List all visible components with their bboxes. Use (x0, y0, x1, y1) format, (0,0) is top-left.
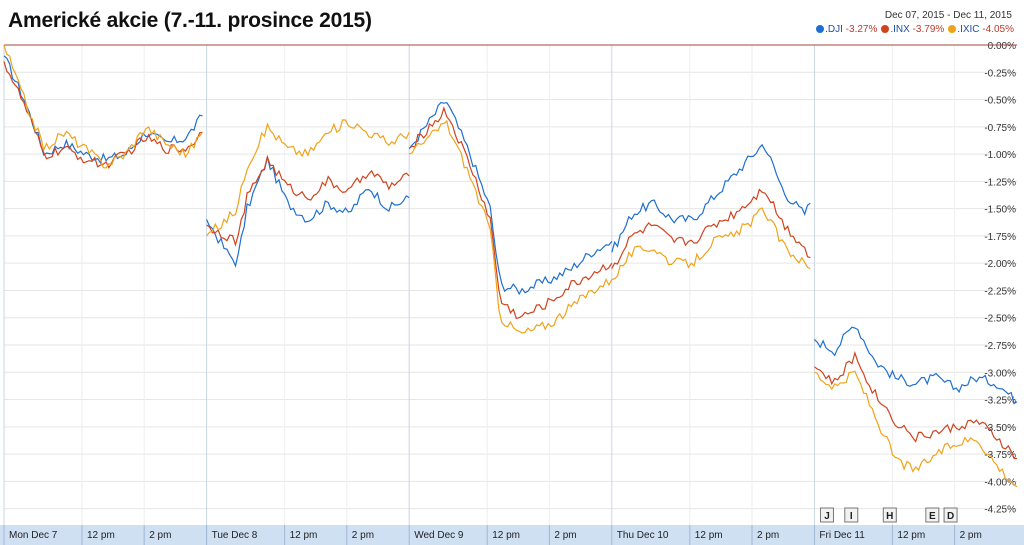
legend-series-change: -4.05% (979, 24, 1014, 35)
legend: .DJI -3.27% .INX -3.79% .IXIC -4.05% (812, 24, 1014, 35)
series-line-ixic (3, 44, 203, 169)
y-tick-label: -1.00% (984, 150, 1016, 161)
series-line-inx (3, 61, 203, 169)
legend-entry: .IXIC -4.05% (948, 24, 1014, 35)
series-line-dji (408, 101, 613, 296)
x-tick-label: 12 pm (492, 530, 520, 541)
y-tick-label: -1.50% (984, 205, 1016, 216)
x-tick-label: 12 pm (897, 530, 925, 541)
y-tick-label: -0.50% (984, 96, 1016, 107)
y-tick-label: -0.75% (984, 123, 1016, 134)
y-tick-label: -0.25% (984, 68, 1016, 79)
x-tick-label: Tue Dec 8 (212, 530, 258, 541)
x-tick-label: 2 pm (352, 530, 374, 541)
x-tick-label: 2 pm (149, 530, 171, 541)
x-tick-label: Mon Dec 7 (9, 530, 58, 541)
series-line-dji (206, 156, 410, 268)
y-tick-label: -3.00% (984, 368, 1016, 379)
y-tick-label: -1.25% (984, 177, 1016, 188)
series-line-inx (611, 188, 811, 269)
series-line-dji (611, 143, 811, 253)
legend-series-name: .INX (890, 24, 910, 35)
legend-series-name: .IXIC (957, 24, 980, 35)
y-tick-label: -2.75% (984, 341, 1016, 352)
x-tick-label: 2 pm (960, 530, 982, 541)
series-line-dji (813, 326, 1018, 405)
y-tick-label: -1.75% (984, 232, 1016, 243)
legend-series-change: -3.79% (909, 24, 945, 35)
x-tick-label: 2 pm (757, 530, 779, 541)
series-line-ixic (814, 370, 1018, 488)
series-line-ixic (408, 119, 613, 334)
news-flag-label: D (947, 511, 954, 522)
time-axis-bar (0, 525, 1024, 545)
y-tick-label: -3.75% (984, 450, 1016, 461)
legend-marker (948, 25, 957, 33)
x-tick-label: 2 pm (554, 530, 576, 541)
news-flag-label: J (824, 511, 830, 522)
legend-entry: .INX -3.79% (881, 24, 944, 35)
news-flag (882, 507, 897, 523)
x-tick-label: 12 pm (290, 530, 318, 541)
chart-title: Americké akcie (7.-11. prosince 2015) (8, 9, 372, 32)
y-tick-label: -4.25% (984, 505, 1016, 516)
series-line-inx (206, 154, 410, 247)
date-range: Dec 07, 2015 - Dec 11, 2015 (885, 10, 1012, 21)
series-line-inx (408, 106, 613, 320)
series-line-ixic (611, 207, 811, 281)
legend-marker (881, 25, 890, 33)
x-tick-label: 12 pm (87, 530, 115, 541)
y-tick-label: -3.50% (984, 423, 1016, 434)
news-flag (943, 507, 958, 523)
y-tick-label: -2.00% (984, 259, 1016, 270)
x-tick-label: 12 pm (695, 530, 723, 541)
news-flag-label: I (850, 511, 853, 522)
date-range-from: Dec 07, 2015 (884, 10, 945, 21)
x-tick-label: Thu Dec 10 (617, 530, 669, 541)
legend-series-change: -3.27% (842, 24, 878, 35)
y-tick-label: -3.25% (984, 396, 1016, 407)
x-tick-label: Wed Dec 9 (414, 530, 464, 541)
news-flag-label: H (886, 511, 893, 522)
series-line-inx (814, 350, 1018, 460)
date-range-to: Dec 11, 2015 (953, 10, 1012, 21)
x-tick-label: Fri Dec 11 (819, 530, 865, 541)
news-flag (925, 507, 940, 523)
y-tick-label: -2.50% (984, 314, 1016, 325)
legend-entry: .DJI -3.27% (816, 24, 877, 35)
news-flag (819, 507, 834, 523)
news-flag (844, 507, 859, 523)
y-tick-label: -4.00% (984, 477, 1016, 488)
legend-marker (816, 25, 825, 33)
legend-series-name: .DJI (825, 24, 843, 35)
series-line-ixic (206, 119, 410, 237)
y-tick-label: -2.25% (984, 286, 1016, 297)
series-line-dji (3, 55, 203, 165)
news-flag-label: E (929, 511, 936, 522)
date-range-separator: - (947, 10, 951, 21)
y-tick-label: 0.00% (988, 41, 1016, 52)
